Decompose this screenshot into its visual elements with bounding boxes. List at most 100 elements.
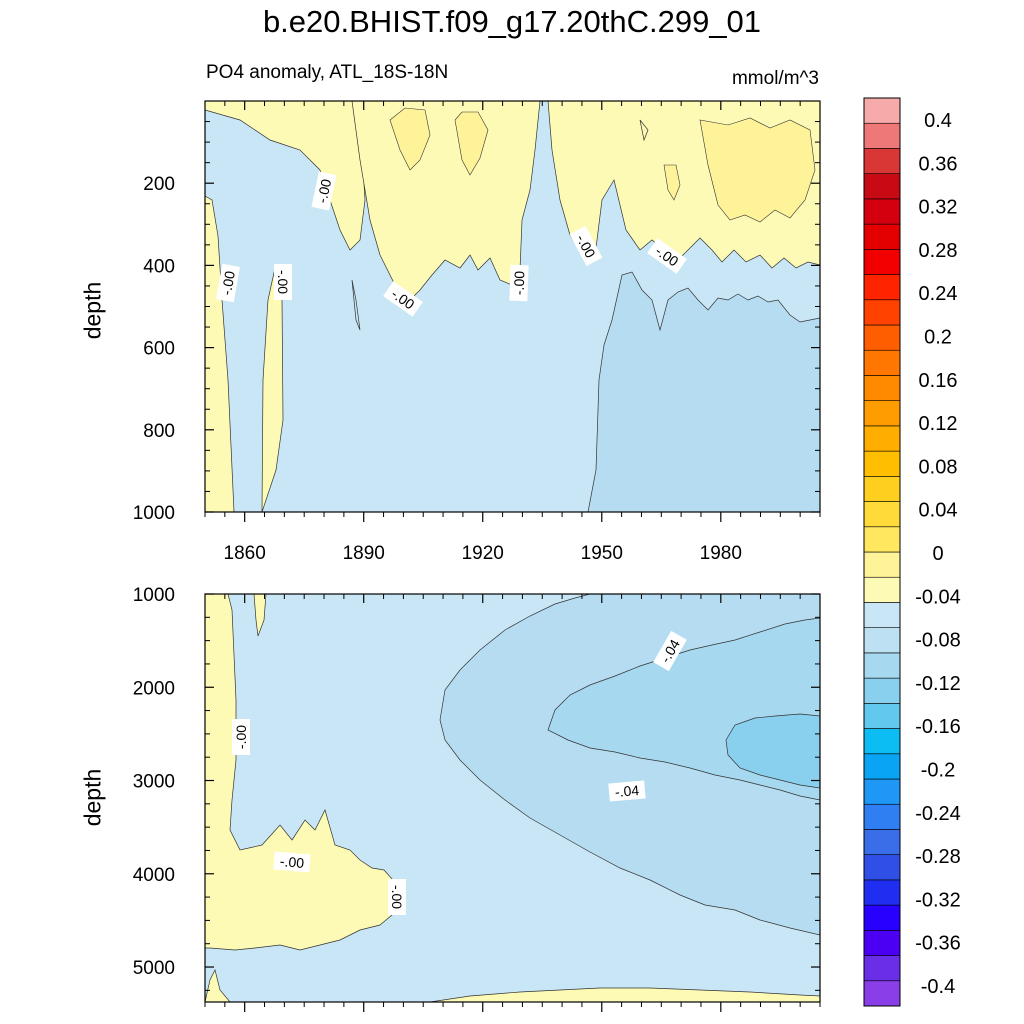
colorbar-tick-label: 0.32 xyxy=(919,197,958,219)
lower-contour-label: -.00 xyxy=(233,725,249,749)
colorbar-swatch xyxy=(863,375,901,401)
colorbar-swatch xyxy=(863,854,901,881)
upper-y-tick-label: 1000 xyxy=(133,503,175,524)
colorbar-tick-label: 0.36 xyxy=(919,153,958,175)
upper-x-tick-label: 1950 xyxy=(581,543,623,564)
upper-region-positive-center xyxy=(351,101,541,301)
upper-y-tick-label: 200 xyxy=(143,174,175,195)
colorbar-swatch xyxy=(863,450,901,477)
colorbar-swatch xyxy=(863,400,901,427)
upper-region-positive-004-c xyxy=(699,117,816,223)
colorbar-tick-label: 0.16 xyxy=(919,370,958,392)
colorbar-tick-label: 0 xyxy=(932,543,943,565)
colorbar-tick-label: 0.24 xyxy=(919,283,958,305)
colorbar-tick-label: -0.32 xyxy=(915,889,961,911)
upper-contour-line-b xyxy=(639,119,649,142)
lower-region-positive-bottom-band xyxy=(429,987,820,1002)
colorbar-swatch xyxy=(863,223,901,250)
colorbar-swatch xyxy=(863,955,901,982)
colorbar-swatch xyxy=(863,249,901,275)
colorbar-swatch xyxy=(863,930,901,956)
lower-region-positive-strip xyxy=(253,594,267,637)
lower-region-negative-012 xyxy=(725,713,820,789)
lower-y-tick-label: 4000 xyxy=(133,865,175,886)
colorbar-tick-label: 0.08 xyxy=(919,456,958,478)
upper-region-positive-004-a xyxy=(389,107,431,171)
upper-region-positive-004-d xyxy=(663,164,681,201)
colorbar-swatch xyxy=(863,627,901,654)
chart-title: b.e20.BHIST.f09_g17.20thC.299_01 xyxy=(262,4,762,39)
colorbar-tick-label: -0.16 xyxy=(915,716,961,738)
upper-region-positive-left-strip xyxy=(205,195,235,512)
upper-contour-labels: -.00 -.00 -.00 -.00 -.00 -.00 -.00 xyxy=(216,171,687,317)
lower-panel xyxy=(205,594,820,1002)
upper-region-negative-004 xyxy=(587,271,820,512)
colorbar-tick-label: -0.28 xyxy=(915,846,961,868)
lower-contour-label: -.00 xyxy=(279,853,305,871)
upper-y-tick-label: 600 xyxy=(143,339,175,360)
lower-contour-label: -.00 xyxy=(389,885,405,909)
colorbar-tick-label: -0.4 xyxy=(921,976,955,998)
lower-y-tick-label: 3000 xyxy=(133,772,175,793)
colorbar-swatch xyxy=(863,576,901,603)
upper-x-tick-label: 1980 xyxy=(700,543,742,564)
upper-x-tick-label: 1890 xyxy=(343,543,385,564)
colorbar-swatch xyxy=(863,425,901,452)
upper-contour-label: -.00 xyxy=(314,177,335,204)
colorbar-swatch xyxy=(863,829,901,855)
colorbar-swatch xyxy=(863,551,901,578)
colorbar-swatch xyxy=(863,703,901,729)
colorbar-swatch xyxy=(863,299,901,326)
lower-plot-frame xyxy=(204,593,821,1003)
colorbar-tick-label: 0.04 xyxy=(919,500,958,522)
colorbar-frame xyxy=(863,97,901,1007)
units-label: mmol/m^3 xyxy=(731,68,819,89)
upper-axes: 200 400 600 800 1000 1860 1890 1920 1950 1980 xyxy=(133,101,821,564)
colorbar-swatch xyxy=(863,778,901,805)
lower-y-tick-label: 2000 xyxy=(133,678,175,699)
upper-y-tick-label: 800 xyxy=(143,421,175,442)
colorbar-tick-label: 0.12 xyxy=(919,413,958,435)
upper-contour-label: -.00 xyxy=(275,270,291,294)
colorbar-tick-label: 0.4 xyxy=(924,110,952,132)
colorbar-swatch xyxy=(863,728,901,755)
chart-subtitle: PO4 anomaly, ATL_18S-18N xyxy=(206,62,449,83)
colorbar-swatch xyxy=(863,349,901,376)
colorbar-swatch xyxy=(863,803,901,830)
lower-y-tick-label: 5000 xyxy=(133,958,175,979)
colorbar-swatch xyxy=(863,677,901,704)
lower-axes: 1000 2000 3000 4000 5000 xyxy=(133,585,821,1012)
colorbar: 0.4 0.36 0.32 0.28 0.24 0.2 0.16 0.12 0.08 0.04 0 -… xyxy=(863,97,961,1007)
colorbar-tick-label: 0.28 xyxy=(919,240,958,262)
colorbar-swatch xyxy=(863,526,901,553)
upper-x-tick-label: 1920 xyxy=(462,543,504,564)
colorbar-swatch xyxy=(863,980,901,1007)
colorbar-swatch xyxy=(863,148,901,174)
colorbar-swatch xyxy=(863,602,901,628)
lower-contour-label: -.04 xyxy=(614,782,640,800)
upper-contour-label: -.00 xyxy=(218,270,238,297)
colorbar-tick-label: -0.04 xyxy=(915,586,961,608)
colorbar-tick-label: -0.12 xyxy=(915,673,961,695)
colorbar-tick-label: -0.36 xyxy=(915,933,961,955)
colorbar-swatch xyxy=(863,904,901,931)
colorbar-swatch xyxy=(863,324,901,351)
upper-panel xyxy=(205,101,820,512)
upper-x-tick-label: 1860 xyxy=(224,543,266,564)
lower-region-positive-left xyxy=(205,594,399,951)
colorbar-swatch xyxy=(863,753,901,780)
colorbar-tick-label: -0.08 xyxy=(915,630,961,652)
colorbar-swatch xyxy=(863,173,901,200)
colorbar-swatch xyxy=(863,97,901,124)
upper-y-tick-label: 400 xyxy=(143,256,175,277)
colorbar-swatch xyxy=(863,274,901,301)
colorbar-swatch xyxy=(863,476,901,502)
upper-contour-line-a xyxy=(351,279,361,331)
lower-y-tick-label: 1000 xyxy=(133,585,175,606)
colorbar-tick-label: 0.2 xyxy=(924,327,952,349)
colorbar-tick-label: -0.2 xyxy=(921,760,955,782)
colorbar-swatch xyxy=(863,501,901,528)
colorbar-swatch xyxy=(863,122,901,149)
colorbar-tick-label: -0.24 xyxy=(915,803,961,825)
